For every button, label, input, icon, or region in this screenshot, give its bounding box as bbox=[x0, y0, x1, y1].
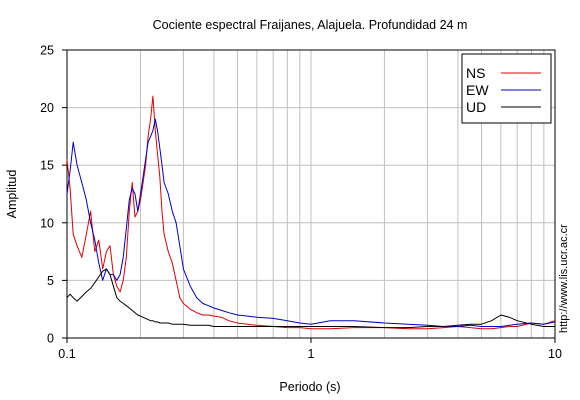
grid bbox=[67, 50, 555, 338]
y-tick-label: 0 bbox=[47, 332, 54, 346]
x-tick-label: 10 bbox=[548, 347, 562, 361]
y-tick-label: 25 bbox=[40, 44, 54, 58]
legend-label-ud: UD bbox=[466, 99, 486, 115]
source-url-annotation: http://www.lis.ucr.ac.cr bbox=[558, 224, 570, 333]
y-tick-label: 10 bbox=[40, 216, 54, 230]
y-axis-label: Amplitud bbox=[5, 170, 19, 219]
series-lines bbox=[66, 95, 556, 330]
legend-box bbox=[461, 53, 552, 124]
series-line-ns bbox=[66, 95, 556, 330]
series-line-ud bbox=[66, 268, 555, 329]
y-tick-label: 5 bbox=[47, 274, 54, 288]
x-tick-label: 1 bbox=[308, 347, 315, 361]
legend-label-ew: EW bbox=[466, 82, 489, 98]
legend-label-ns: NS bbox=[466, 65, 485, 81]
x-tick-label: 0.1 bbox=[58, 347, 75, 361]
y-tick-label: 20 bbox=[40, 101, 54, 115]
x-axis-label: Periodo (s) bbox=[279, 380, 340, 394]
y-tick-label: 15 bbox=[40, 159, 54, 173]
legend: NS EW UD bbox=[461, 53, 552, 124]
chart-title: Cociente espectral Fraijanes, Alajuela. … bbox=[153, 18, 468, 32]
axis-ticks: 0 5 10 15 20 25 0.1 1 10 bbox=[40, 44, 562, 362]
